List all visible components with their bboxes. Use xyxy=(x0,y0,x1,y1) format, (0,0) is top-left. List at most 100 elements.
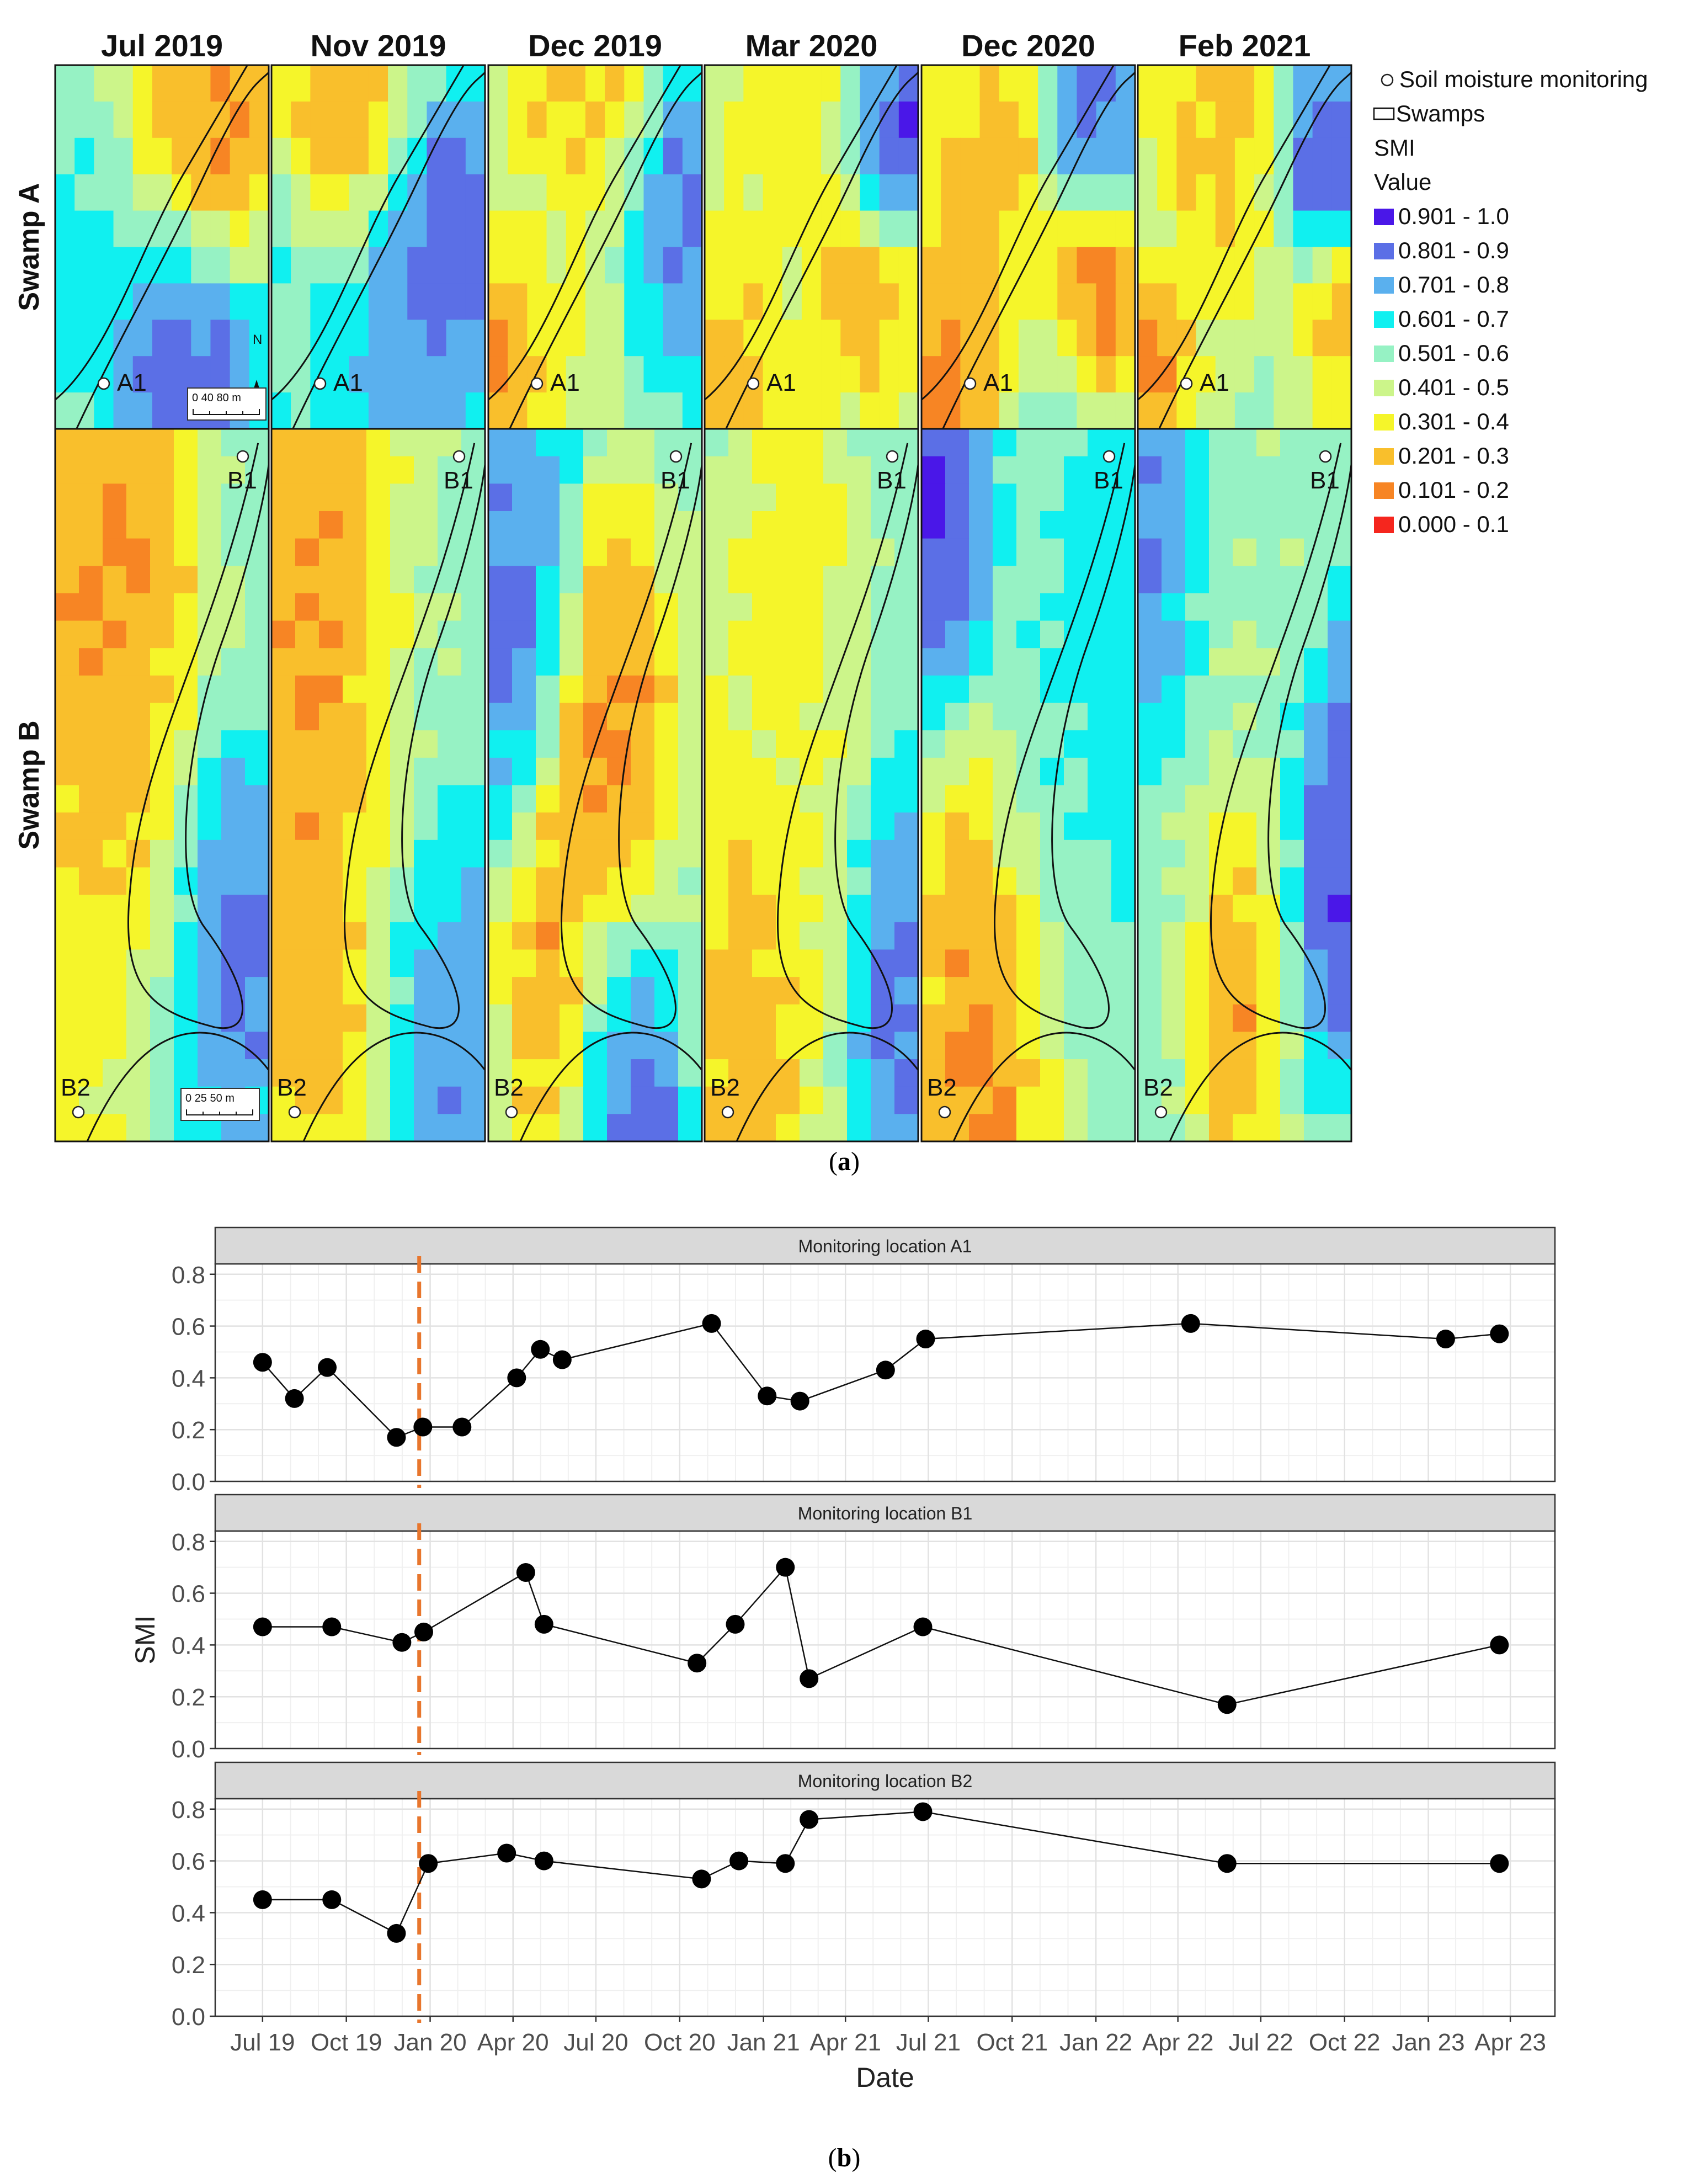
y-tick-label: 0.4 xyxy=(172,1365,205,1392)
x-tick-label: Jul 20 xyxy=(563,2029,628,2056)
x-tick-label: Jan 22 xyxy=(1059,2029,1132,2056)
data-point xyxy=(702,1314,721,1333)
swamp-boundary xyxy=(952,443,1136,1142)
legend-swatch xyxy=(1374,243,1394,259)
x-tick-label: Apr 23 xyxy=(1474,2029,1546,2056)
y-tick-label: 0.8 xyxy=(172,1529,205,1556)
x-tick-label: Apr 20 xyxy=(477,2029,549,2056)
data-point xyxy=(913,1802,933,1821)
legend-swatch xyxy=(1374,482,1394,499)
y-tick-label: 0.2 xyxy=(172,1417,205,1444)
map-frame xyxy=(704,428,919,1143)
legend-monitoring-label: Soil moisture monitoring xyxy=(1399,66,1648,92)
x-tick-label: Oct 21 xyxy=(976,2029,1048,2056)
x-tick-label: Jul 19 xyxy=(230,2029,295,2056)
swamp-boundary xyxy=(1169,443,1352,1142)
timeseries-plot: Monitoring location A10.00.20.40.60.8Mon… xyxy=(172,1226,1556,2056)
data-point xyxy=(1490,1324,1509,1343)
legend-class-label: 0.201 - 0.3 xyxy=(1398,443,1509,469)
smi-raster xyxy=(705,65,919,429)
data-point xyxy=(392,1633,412,1652)
data-point xyxy=(1181,1314,1200,1333)
swamp-boundary xyxy=(921,65,1136,429)
data-point xyxy=(531,1340,550,1359)
data-point xyxy=(1217,1695,1237,1714)
map-row-label: Swamp B xyxy=(13,720,45,849)
data-point xyxy=(419,1854,438,1873)
data-point xyxy=(1217,1854,1237,1873)
smi-raster xyxy=(55,429,269,1142)
map-frame xyxy=(270,428,486,1143)
facet-panel: Monitoring location B1 0.0 0.2 0.4 0.6 0.8 xyxy=(172,1494,1556,1763)
data-point xyxy=(776,1558,795,1577)
legend-title: SMI xyxy=(1374,135,1415,161)
legend-class-label: 0.601 - 0.7 xyxy=(1398,306,1509,332)
monitoring-point-label: A1 xyxy=(766,369,796,396)
y-tick-label: 0.6 xyxy=(172,1581,205,1608)
legend-swatch xyxy=(1374,346,1394,362)
data-point xyxy=(452,1417,472,1437)
legend-swatch xyxy=(1374,380,1394,396)
data-point xyxy=(534,1851,553,1871)
x-tick-label: Jan 23 xyxy=(1392,2029,1465,2056)
legend-class-label: 0.801 - 0.9 xyxy=(1398,237,1509,263)
legend-class-label: 0.501 - 0.6 xyxy=(1398,340,1509,366)
data-point xyxy=(387,1428,406,1447)
data-point xyxy=(285,1389,304,1408)
smi-raster xyxy=(1138,429,1352,1142)
swamp-boundary xyxy=(736,443,919,1142)
swamp-boundary xyxy=(1137,65,1352,429)
monitoring-point-label: B1 xyxy=(1094,467,1123,494)
data-point xyxy=(876,1361,895,1380)
map-frame xyxy=(487,428,703,1143)
monitoring-point-label: B1 xyxy=(877,467,907,494)
data-point xyxy=(1436,1330,1455,1349)
data-point xyxy=(516,1563,535,1582)
data-point xyxy=(253,1890,272,1909)
monitoring-point xyxy=(1180,377,1193,390)
swamp-boundary xyxy=(271,65,486,429)
data-point xyxy=(790,1391,809,1411)
y-tick-label: 0.6 xyxy=(172,1314,205,1341)
map-frame xyxy=(920,428,1136,1143)
scale-bar-label: 0 40 80 m xyxy=(192,392,241,404)
smi-raster xyxy=(55,65,269,429)
legend-swamps-label: Swamps xyxy=(1396,100,1485,126)
panel-border xyxy=(214,1530,1556,1750)
map-panels: A1 B1 B2 A1 B1 B2 A1 B1 B2 A1 B1 B2 A1 B1 B2 A1 B1 B2 N 0 4… xyxy=(54,64,1352,1143)
y-tick-label: 0.8 xyxy=(172,1797,205,1824)
smi-raster xyxy=(488,65,702,429)
data-point xyxy=(758,1386,777,1406)
map-date-heading: Nov 2019 xyxy=(311,28,446,63)
facet-title: Monitoring location B2 xyxy=(798,1771,973,1791)
data-point xyxy=(692,1869,711,1889)
map-date-heading: Dec 2020 xyxy=(961,28,1095,63)
scale-bar-label: 0 25 50 m xyxy=(185,1092,235,1104)
data-point xyxy=(1490,1854,1509,1873)
legend-swatch xyxy=(1374,414,1394,431)
panel-border xyxy=(214,1263,1556,1482)
data-point xyxy=(688,1654,707,1673)
monitoring-point-label: A1 xyxy=(550,369,580,396)
y-axis-label: SMI xyxy=(130,1616,161,1665)
map-row-label: Swamp A xyxy=(13,183,45,311)
panel-a-label: (a) xyxy=(829,1147,860,1176)
data-point xyxy=(322,1617,342,1636)
swamp-boundary xyxy=(704,65,919,429)
data-point xyxy=(729,1851,749,1871)
y-tick-label: 0.8 xyxy=(172,1262,205,1289)
legend-swatch xyxy=(1374,517,1394,533)
legend-swatch xyxy=(1374,209,1394,225)
data-point xyxy=(916,1330,935,1349)
y-tick-label: 0.6 xyxy=(172,1848,205,1875)
monitoring-point-label: B2 xyxy=(61,1074,90,1101)
data-point xyxy=(800,1669,819,1688)
smi-raster xyxy=(271,429,486,1142)
legend-class-label: 0.701 - 0.8 xyxy=(1398,272,1509,297)
x-tick-label: Oct 20 xyxy=(644,2029,716,2056)
x-axis-label: Date xyxy=(856,2062,914,2093)
x-tick-label: Apr 22 xyxy=(1142,2029,1214,2056)
monitoring-point xyxy=(938,1106,951,1119)
legend-class-label: 0.101 - 0.2 xyxy=(1398,477,1509,503)
monitoring-point-label: B2 xyxy=(277,1074,307,1101)
